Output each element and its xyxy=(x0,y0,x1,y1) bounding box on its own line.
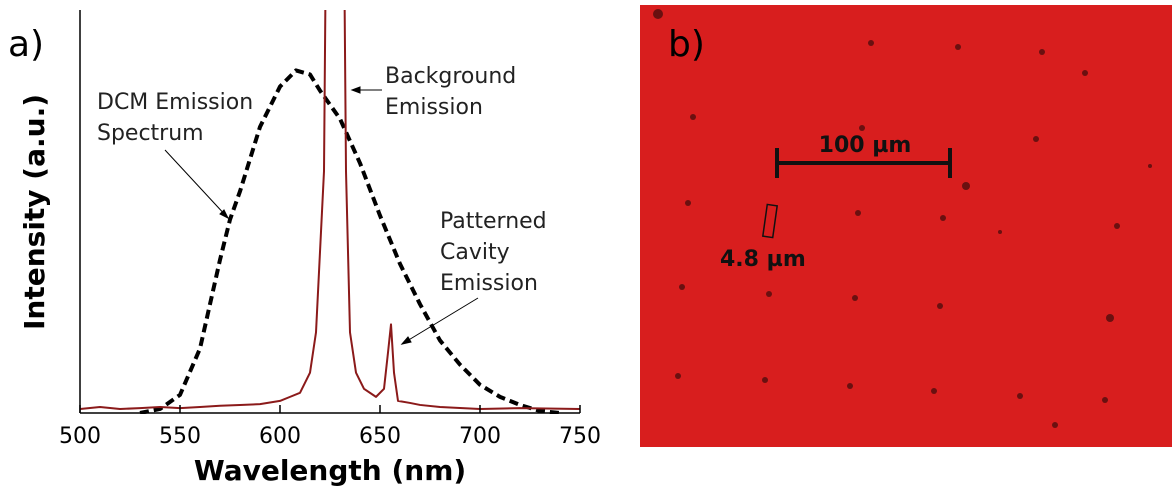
micrograph xyxy=(640,5,1172,447)
panel-label: b) xyxy=(668,24,705,65)
scale-bar xyxy=(775,148,952,178)
plot-area xyxy=(80,10,580,414)
x-axis-title: Wavelength (nm) xyxy=(194,454,466,487)
series-line xyxy=(80,10,580,410)
x-tick-label: 700 xyxy=(459,424,501,449)
y-axis-title: Intensity (a.u.) xyxy=(18,94,51,330)
panel-label: a) xyxy=(8,24,44,65)
series-line xyxy=(139,68,561,414)
annotation-arrows xyxy=(164,86,479,345)
annotation: Emission xyxy=(440,271,538,296)
x-tick-label: 550 xyxy=(159,424,201,449)
scale-bar-label: 100 µm xyxy=(819,133,912,158)
feature-outline xyxy=(761,203,779,239)
x-tick-label: 750 xyxy=(559,424,601,449)
x-tick-label: 600 xyxy=(259,424,301,449)
x-tick-label: 650 xyxy=(359,424,401,449)
annotation: Emission xyxy=(385,95,483,120)
annotation: Cavity xyxy=(440,240,510,265)
annotation: Patterned xyxy=(440,209,547,234)
micrograph-dots xyxy=(653,9,1152,428)
annotation: DCM Emission xyxy=(97,90,253,115)
x-tick-label: 500 xyxy=(59,424,101,449)
annotation: Background xyxy=(385,64,516,89)
annotation: Spectrum xyxy=(97,121,204,146)
feature-label: 4.8 µm xyxy=(720,247,806,272)
